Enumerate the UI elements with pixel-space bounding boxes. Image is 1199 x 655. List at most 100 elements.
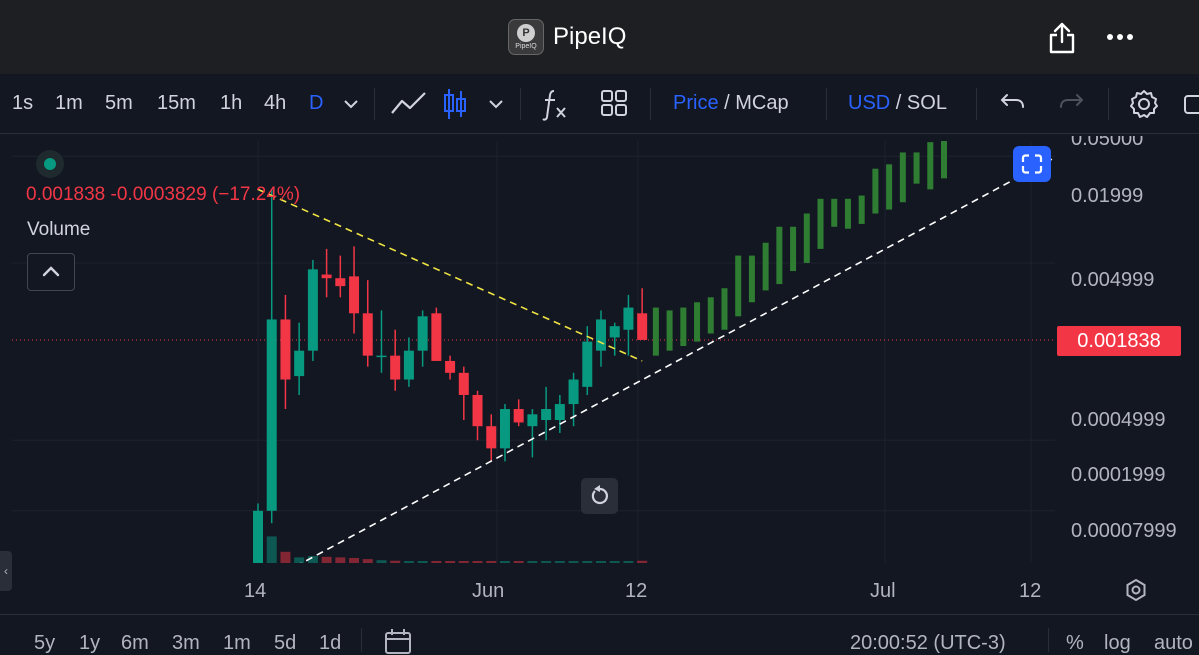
scale-log[interactable]: log [1104,632,1131,654]
interval-15m[interactable]: 15m [157,92,196,114]
volume-bar [280,551,291,563]
fullscreen-icon [1021,154,1043,174]
projection-candle [858,195,865,224]
interval-1m[interactable]: 1m [55,92,83,114]
projection-candle [694,302,701,342]
candle-body [609,326,620,338]
volume-bar [513,561,524,563]
volume-bar [445,561,456,563]
interval-d[interactable]: D [309,92,324,114]
volume-bar [609,561,620,563]
trendline-lower [300,156,1055,563]
price-axis[interactable]: 0.05000 0.01999 0.004999 0.0004999 0.000… [1055,136,1199,576]
volume-bar [486,561,497,563]
chevron-up-icon [42,266,60,277]
range-5y[interactable]: 5y [34,632,56,654]
interval-5m[interactable]: 5m [105,92,133,114]
candle-body [403,350,414,380]
projection-candle [762,242,769,291]
top-bar: P PipeIQ PipeIQ [0,0,1199,74]
chevron-down-icon[interactable] [487,96,505,112]
price-label: 0.00007999 [1071,520,1177,542]
volume-bar [417,561,428,563]
volume-bar [266,536,277,563]
projection-candle [817,198,824,249]
candle-body [513,409,524,423]
interval-1s[interactable]: 1s [12,92,34,114]
projection-candle [748,255,755,303]
layout-icon[interactable] [600,89,628,117]
indicators-icon[interactable] [540,87,570,121]
mcap-option[interactable]: MCap [735,92,789,114]
price-label: 0.004999 [1071,269,1155,291]
candle-body [527,414,538,427]
price-label: 0.05000 [1071,136,1144,150]
candle-body [472,394,483,427]
trendline-upper [257,188,643,362]
volume-bar [335,557,346,563]
price-chart[interactable] [12,141,1055,563]
reset-chart-button[interactable] [581,478,618,514]
calendar-icon[interactable] [384,628,412,654]
candle-body [321,274,332,279]
projection-candle [707,297,714,334]
candle-body [499,409,510,449]
projection-candle [652,307,659,356]
projection-candle [735,255,742,317]
price-label: 0.0004999 [1071,409,1166,431]
price-label: 0.01999 [1071,185,1144,207]
interval-4h[interactable]: 4h [264,92,287,114]
clock-time: 20:00:52 (UTC-3) [850,632,1006,654]
gear-icon[interactable] [1123,577,1149,603]
time-label: Jul [870,580,896,602]
toolbar-divider [976,88,977,120]
candle-body [486,426,497,449]
range-3m[interactable]: 3m [172,632,200,654]
app-logo: P PipeIQ [508,19,544,55]
fullscreen-button[interactable] [1013,146,1051,182]
candle-body [458,372,469,395]
range-1y[interactable]: 1y [79,632,101,654]
volume-label: Volume [27,219,91,240]
projection-candle [721,288,728,330]
sol-option[interactable]: SOL [906,92,947,114]
range-6m[interactable]: 6m [121,632,149,654]
scale-auto[interactable]: auto [1154,632,1193,654]
range-1m[interactable]: 1m [223,632,251,654]
interval-1h[interactable]: 1h [220,92,243,114]
more-icon[interactable] [1104,28,1136,46]
candle-body [253,510,263,563]
bottom-divider [0,614,1199,615]
price-label: 0.0001999 [1071,464,1166,486]
camera-icon[interactable] [1182,88,1199,120]
settings-icon[interactable] [1128,88,1160,120]
collapse-legend-button[interactable] [27,253,75,291]
line-chart-icon[interactable] [389,89,429,119]
toolbar-divider [826,88,827,120]
status-dot-icon[interactable] [36,150,64,178]
toolbar-divider [1108,88,1109,120]
left-panel-handle[interactable]: ‹ [0,551,12,591]
chevron-down-icon[interactable] [342,96,360,112]
volume-bar [499,561,510,563]
candles-icon[interactable] [442,87,468,121]
price-mcap-toggle[interactable]: Price / MCap [673,92,789,115]
scale-percent[interactable]: % [1066,632,1084,654]
projection-candle [886,164,893,210]
projection-candle [831,198,838,227]
redo-icon[interactable] [1057,89,1085,117]
undo-icon[interactable] [999,89,1027,117]
range-5d[interactable]: 5d [274,632,297,654]
usd-option[interactable]: USD [848,92,891,114]
candle-body [390,355,401,380]
price-option[interactable]: Price [673,92,719,114]
toolbar-divider [650,88,651,120]
projection-candle [776,226,783,285]
chart-pane[interactable] [12,141,1055,563]
currency-toggle[interactable]: USD / SOL [848,92,947,115]
range-1d[interactable]: 1d [319,632,342,654]
projection-candle [899,152,906,203]
candle-body [266,319,277,511]
ohlc-values: 0.001838 -0.0003829 (−17.24%) [26,184,301,205]
share-icon[interactable] [1046,21,1078,55]
